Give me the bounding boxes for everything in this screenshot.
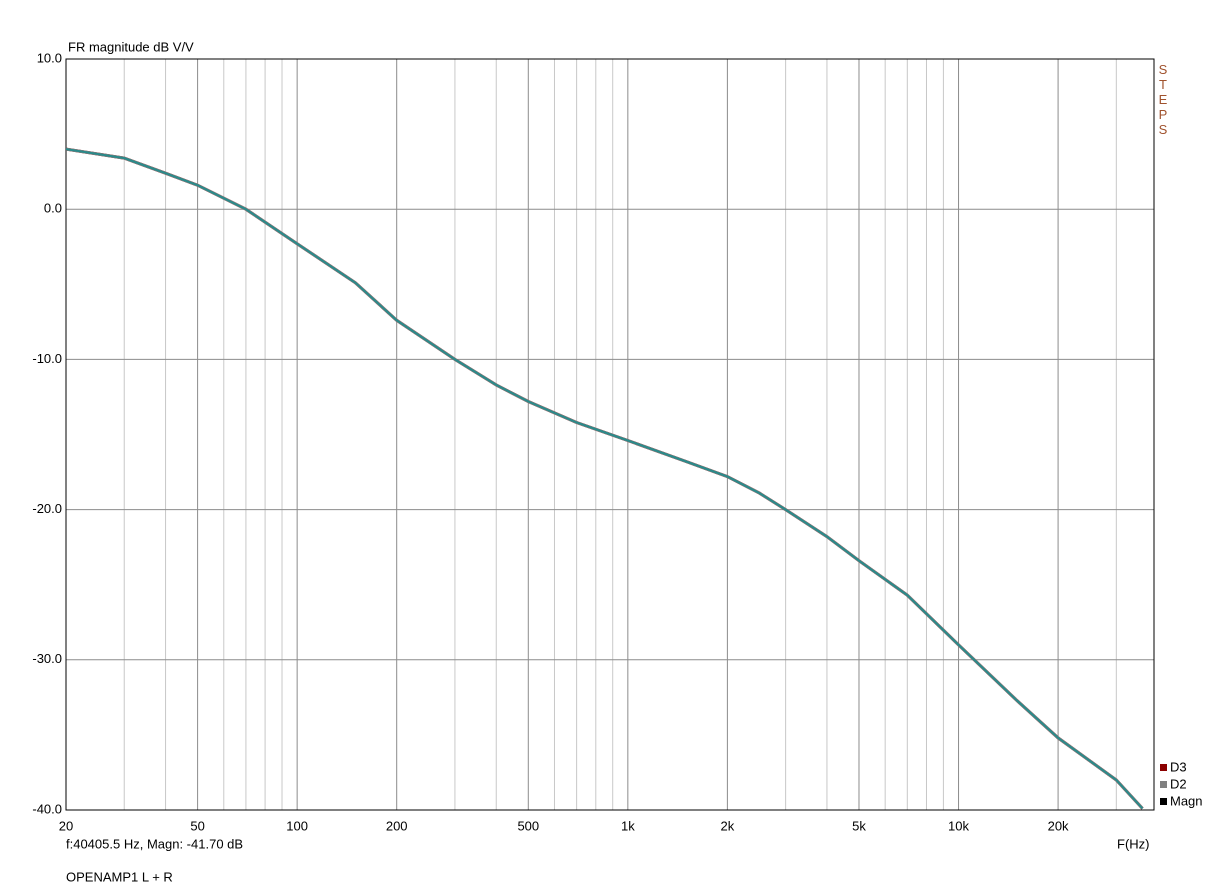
series-line (66, 147, 1144, 810)
y-tick-label: -10.0 (32, 351, 62, 366)
x-tick-label: 10k (948, 818, 969, 833)
series-line (66, 147, 1144, 810)
legend-swatch (1160, 798, 1167, 805)
footer: OPENAMP1 L + R (66, 869, 173, 884)
x-tick-label: 20 (59, 818, 73, 833)
x-axis-label: F(Hz) (1117, 836, 1150, 851)
y-tick-label: 0.0 (44, 201, 62, 216)
legend-swatch (1160, 781, 1167, 788)
chart-title: FR magnitude dB V/V (68, 39, 194, 54)
x-tick-label: 1k (621, 818, 635, 833)
x-tick-label: 2k (721, 818, 735, 833)
y-tick-label: -40.0 (32, 801, 62, 816)
side-label: STEPS (1156, 62, 1171, 137)
y-tick-label: -20.0 (32, 501, 62, 516)
legend-label: Magn (1170, 793, 1203, 808)
y-tick-label: -30.0 (32, 651, 62, 666)
series-line (66, 148, 1144, 810)
legend-label: D2 (1170, 776, 1187, 791)
cursor-readout: f:40405.5 Hz, Magn: -41.70 dB (66, 836, 243, 851)
legend-label: D3 (1170, 759, 1187, 774)
legend-swatch (1160, 764, 1167, 771)
y-tick-label: 10.0 (37, 50, 62, 65)
plot-border (65, 58, 1155, 811)
x-tick-label: 50 (190, 818, 204, 833)
x-tick-label: 200 (386, 818, 408, 833)
x-tick-label: 100 (286, 818, 308, 833)
x-tick-label: 5k (852, 818, 866, 833)
x-tick-label: 500 (517, 818, 539, 833)
x-tick-label: 20k (1048, 818, 1069, 833)
